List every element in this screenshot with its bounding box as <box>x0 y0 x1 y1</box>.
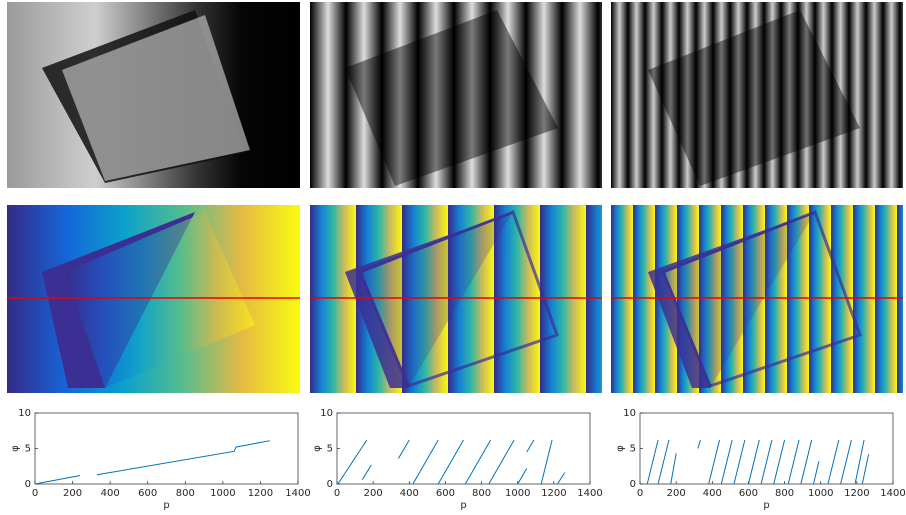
x-axis-label: p <box>763 500 769 511</box>
x-tick-label: 1400 <box>880 488 905 499</box>
y-tick-label: 0 <box>327 479 333 490</box>
x-tick-label: 600 <box>436 488 455 499</box>
y-tick-label: 5 <box>630 444 636 455</box>
y-axis-label: φ <box>312 445 323 452</box>
x-tick-label: 1200 <box>248 488 273 499</box>
plot-frame <box>35 413 298 484</box>
x-tick-label: 0 <box>32 488 38 499</box>
x-tick-label: 400 <box>400 488 419 499</box>
plot-frame <box>640 413 893 484</box>
x-tick-label: 600 <box>138 488 157 499</box>
x-tick-label: 400 <box>703 488 722 499</box>
data-line <box>338 440 565 484</box>
x-tick-label: 400 <box>101 488 120 499</box>
plot-frame <box>337 413 590 484</box>
x-tick-label: 1000 <box>808 488 833 499</box>
y-tick-label: 10 <box>320 408 333 419</box>
y-tick-label: 5 <box>25 444 31 455</box>
y-tick-label: 10 <box>623 408 636 419</box>
x-axis-label: p <box>163 500 169 511</box>
x-tick-label: 200 <box>364 488 383 499</box>
x-tick-label: 800 <box>775 488 794 499</box>
y-tick-label: 0 <box>630 479 636 490</box>
image-row-2 <box>7 205 903 393</box>
x-tick-label: 800 <box>176 488 195 499</box>
x-axis-label: p <box>460 500 466 511</box>
data-line <box>647 440 868 484</box>
y-tick-label: 10 <box>18 408 31 419</box>
x-tick-label: 1200 <box>541 488 566 499</box>
x-tick-label: 200 <box>63 488 82 499</box>
figure: 02004006008001000120014000510pφ020040060… <box>0 0 906 515</box>
x-tick-label: 600 <box>739 488 758 499</box>
x-tick-label: 0 <box>637 488 643 499</box>
x-tick-label: 800 <box>472 488 491 499</box>
y-axis-label: φ <box>615 445 626 452</box>
y-axis-label: φ <box>10 445 21 452</box>
x-tick-label: 1200 <box>844 488 869 499</box>
x-tick-label: 1400 <box>577 488 602 499</box>
x-tick-label: 1400 <box>285 488 310 499</box>
x-tick-label: 200 <box>667 488 686 499</box>
y-tick-label: 5 <box>327 444 333 455</box>
image-row-1 <box>7 2 903 188</box>
x-tick-label: 0 <box>334 488 340 499</box>
y-tick-label: 0 <box>25 479 31 490</box>
x-tick-label: 1000 <box>505 488 530 499</box>
data-line <box>35 441 270 484</box>
x-tick-label: 1000 <box>210 488 235 499</box>
